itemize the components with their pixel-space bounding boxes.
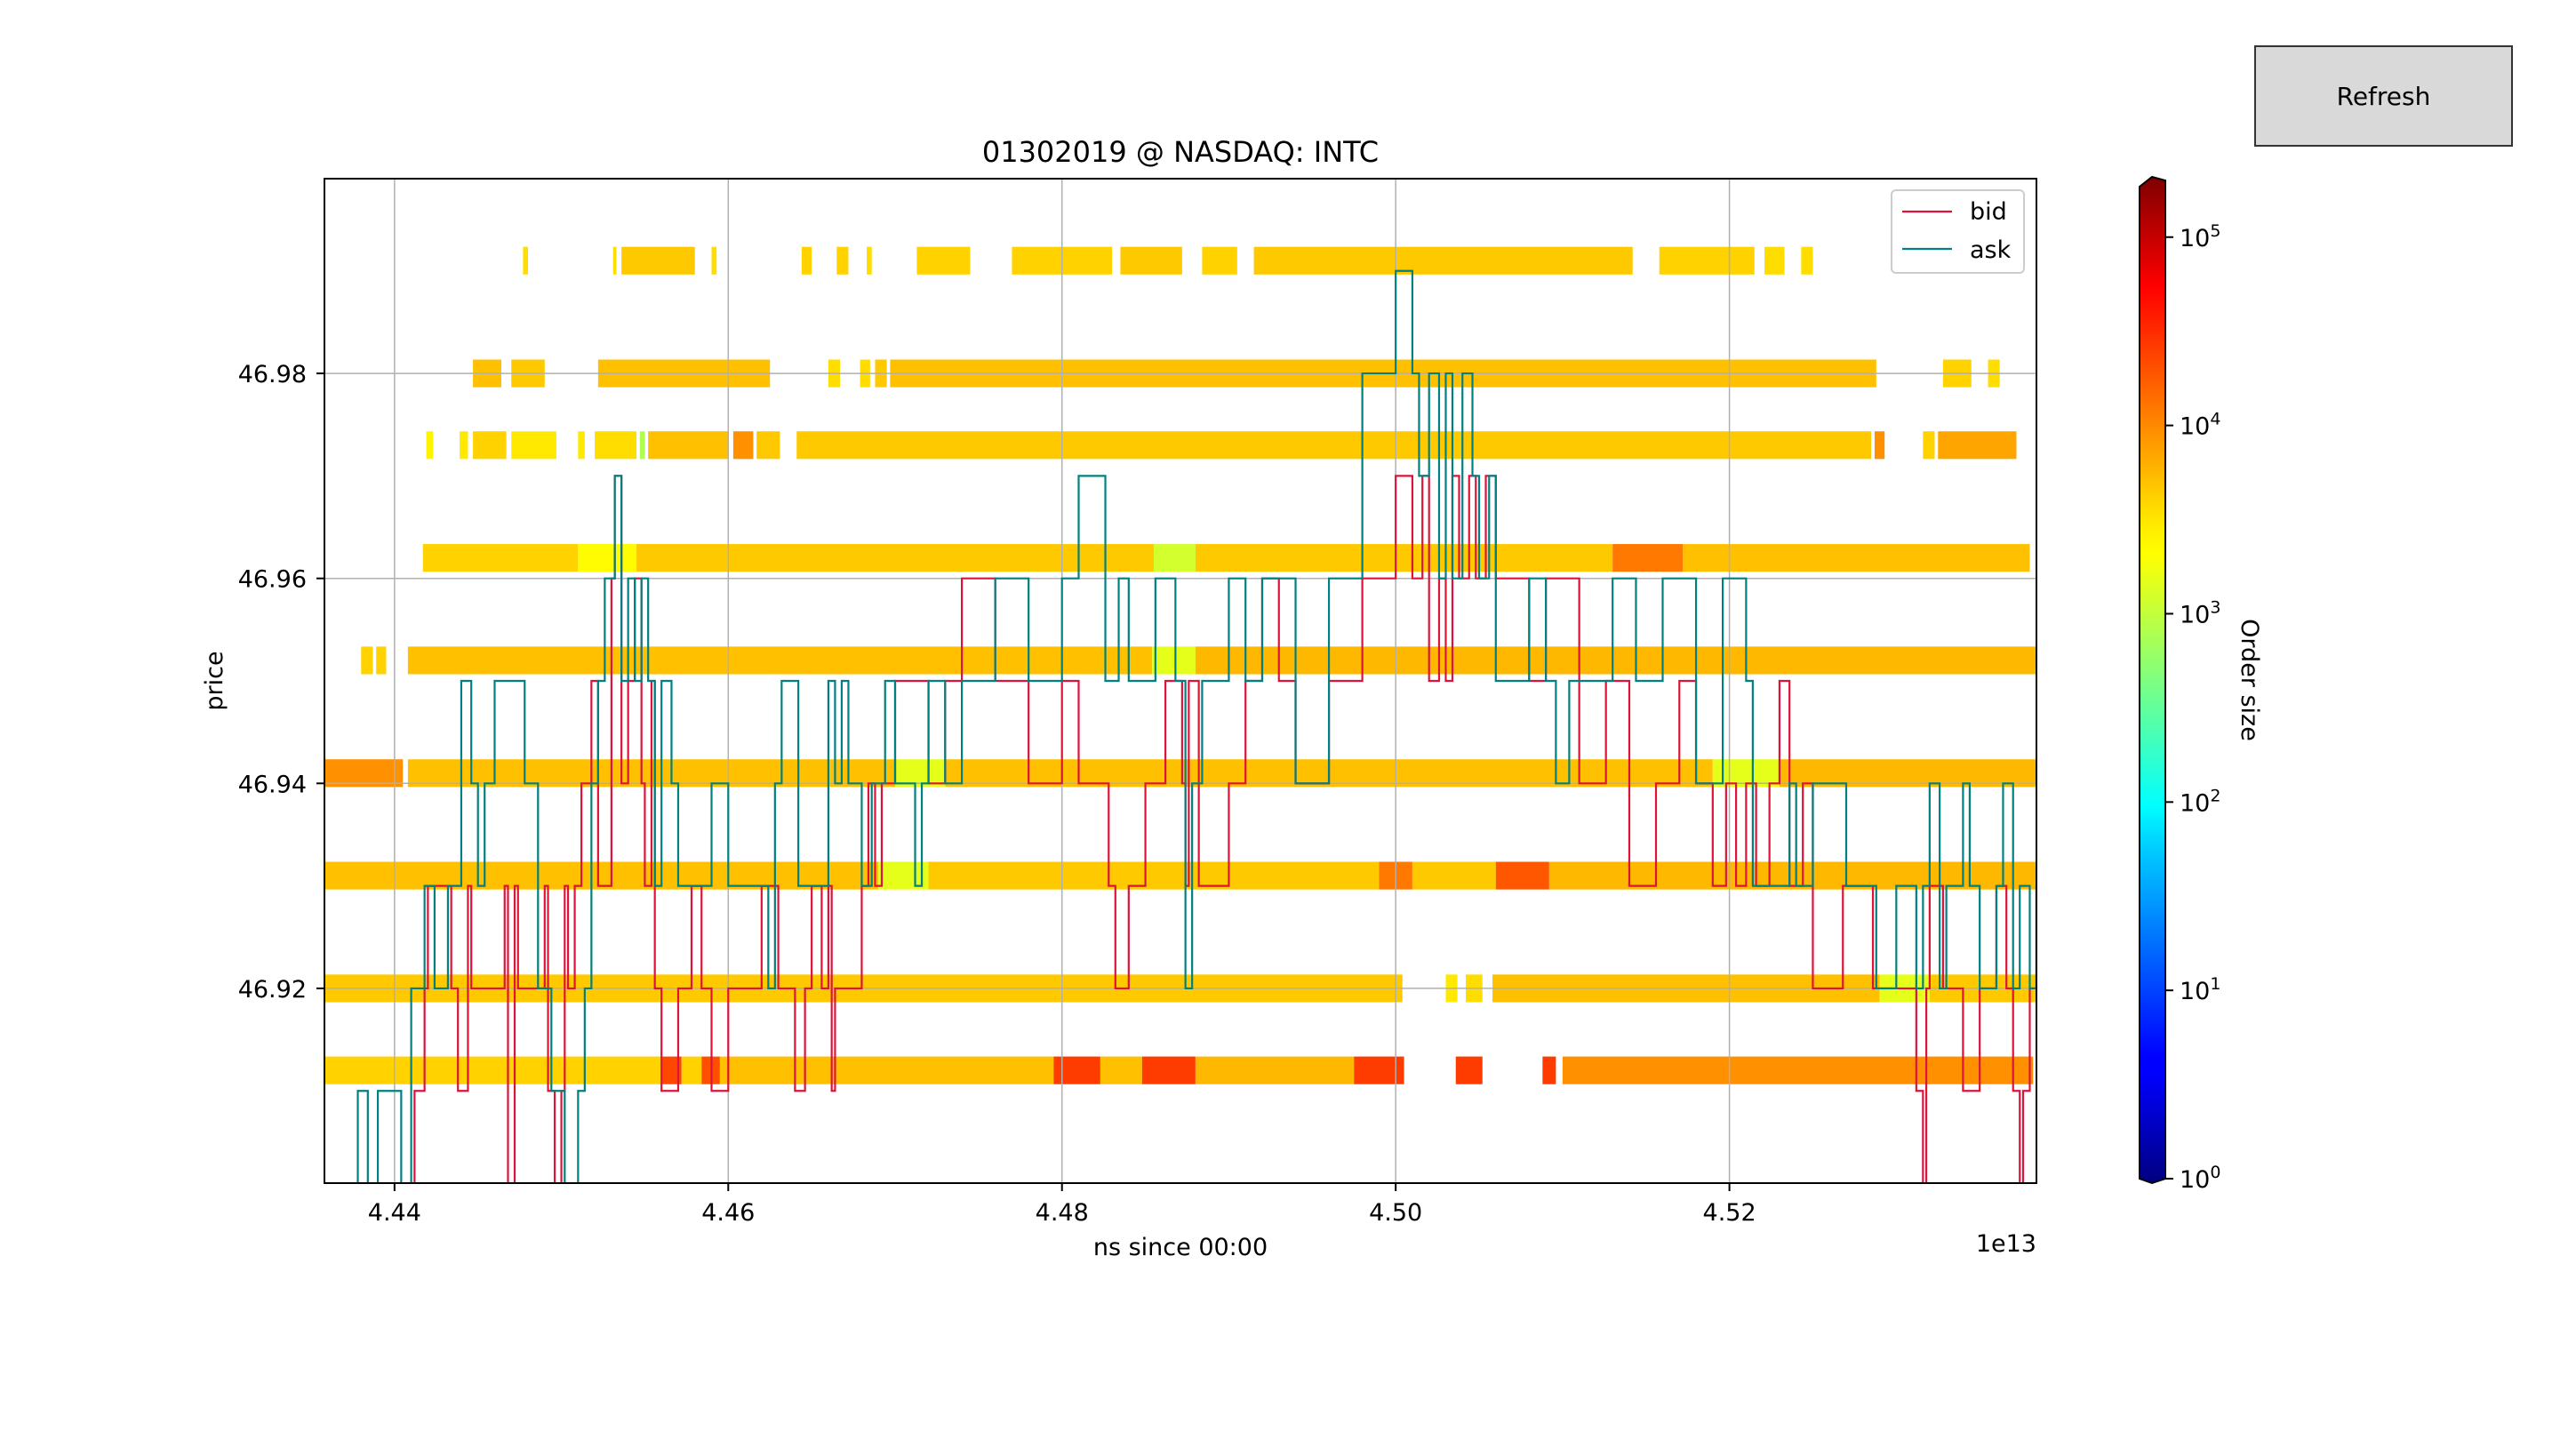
- depth-segment: [473, 431, 507, 460]
- depth-segment: [732, 431, 754, 460]
- depth-segment: [1495, 861, 1549, 890]
- depth-segment: [595, 431, 637, 460]
- depth-segment: [756, 431, 780, 460]
- depth-segment: [1412, 861, 1496, 890]
- depth-segment: [648, 431, 729, 460]
- depth-segment: [1923, 431, 1935, 460]
- ask-line: [356, 269, 2036, 1183]
- depth-segment: [1053, 1056, 1100, 1084]
- depth-heatmap: [324, 246, 2036, 1084]
- chart-title: 01302019 @ NASDAQ: INTC: [982, 135, 1379, 169]
- x-axis-label: ns since 00:00: [1093, 1234, 1268, 1261]
- depth-segment: [523, 246, 529, 275]
- depth-segment: [1100, 1056, 1142, 1084]
- depth-segment: [1659, 246, 1755, 275]
- x-tick-label: 4.48: [1036, 1199, 1089, 1227]
- depth-segment: [1764, 246, 1785, 275]
- depth-segment: [1253, 246, 1633, 275]
- depth-segment: [1548, 861, 2036, 890]
- x-tick-label: 4.52: [1703, 1199, 1756, 1227]
- depth-segment: [1562, 1056, 2034, 1084]
- depth-segment: [719, 1056, 1054, 1084]
- x-tick-label: 4.46: [701, 1199, 755, 1227]
- colorbar-label: Order size: [2236, 619, 2263, 741]
- y-axis: 46.92 46.94 46.96 46.98: [238, 361, 324, 1004]
- y-tick-label: 46.98: [238, 361, 307, 388]
- depth-segment: [1801, 246, 1813, 275]
- depth-segment: [1195, 544, 1613, 572]
- depth-segment: [361, 646, 373, 675]
- depth-segment: [1874, 431, 1885, 460]
- plot-frame: [324, 178, 2037, 1184]
- x-offset-label: 1e13: [1976, 1230, 2036, 1258]
- colorbar-tick-label: 101: [2180, 974, 2220, 1005]
- depth-segment: [1712, 759, 1780, 788]
- refresh-button[interactable]: Refresh: [2254, 45, 2513, 147]
- depth-segment: [1683, 544, 2030, 572]
- depth-segment: [426, 431, 434, 460]
- depth-segment: [895, 759, 946, 788]
- depth-segment: [916, 246, 971, 275]
- depth-segment: [422, 544, 579, 572]
- depth-segment: [578, 431, 585, 460]
- colorbar-tick-label: 105: [2180, 221, 2220, 252]
- bid-line: [413, 475, 2036, 1183]
- y-tick-label: 46.96: [238, 566, 307, 594]
- y-axis-label: price: [201, 651, 228, 710]
- colorbar-tick-label: 102: [2180, 786, 2220, 817]
- depth-segment: [407, 646, 1153, 675]
- depth-segment: [639, 431, 645, 460]
- depth-segment: [1612, 544, 1684, 572]
- y-tick-label: 46.92: [238, 976, 307, 1004]
- depth-segment: [796, 431, 1872, 460]
- depth-segment: [324, 861, 879, 890]
- depth-segment: [801, 246, 812, 275]
- legend: bid ask: [1891, 189, 2025, 274]
- depth-segment: [1153, 544, 1196, 572]
- depth-segment: [836, 246, 849, 275]
- colorbar-tick-label: 104: [2180, 410, 2220, 441]
- depth-segment: [1120, 246, 1182, 275]
- depth-segment: [1202, 246, 1237, 275]
- y-tick-label: 46.94: [238, 771, 307, 798]
- legend-bid-label: bid: [1970, 198, 2007, 226]
- depth-segment: [612, 246, 617, 275]
- depth-segment: [376, 646, 387, 675]
- depth-segment: [867, 246, 872, 275]
- depth-segment: [1354, 1056, 1404, 1084]
- depth-segment: [636, 544, 1154, 572]
- depth-segment: [1141, 1056, 1196, 1084]
- depth-segment: [324, 759, 404, 788]
- depth-segment: [1938, 431, 2017, 460]
- depth-segment: [1152, 646, 1196, 675]
- depth-segment: [1779, 759, 2036, 788]
- depth-segment: [711, 246, 717, 275]
- depth-segment: [621, 246, 695, 275]
- depth-segment: [681, 1056, 702, 1084]
- depth-segment: [661, 1056, 682, 1084]
- depth-segment: [324, 1056, 662, 1084]
- depth-segment: [511, 431, 556, 460]
- x-tick-label: 4.50: [1369, 1199, 1422, 1227]
- price-lines: [356, 269, 2036, 1183]
- depth-segment: [460, 431, 468, 460]
- depth-segment: [928, 861, 1380, 890]
- x-axis: 4.44 4.46 4.48 4.50 4.52: [368, 1183, 1756, 1227]
- depth-segment: [578, 544, 637, 572]
- colorbar: 100 101 102 103 104 105 Order size: [2139, 175, 2263, 1194]
- depth-segment: [878, 861, 929, 890]
- colorbar-tick-label: 103: [2180, 597, 2220, 628]
- depth-segment: [1455, 1056, 1483, 1084]
- legend-ask-label: ask: [1970, 236, 2012, 264]
- depth-segment: [1195, 1056, 1355, 1084]
- depth-segment: [1195, 646, 2036, 675]
- colorbar-body: [2139, 175, 2166, 1185]
- x-tick-label: 4.44: [368, 1199, 421, 1227]
- colorbar-tick-label: 100: [2180, 1163, 2220, 1194]
- depth-segment: [1542, 1056, 1556, 1084]
